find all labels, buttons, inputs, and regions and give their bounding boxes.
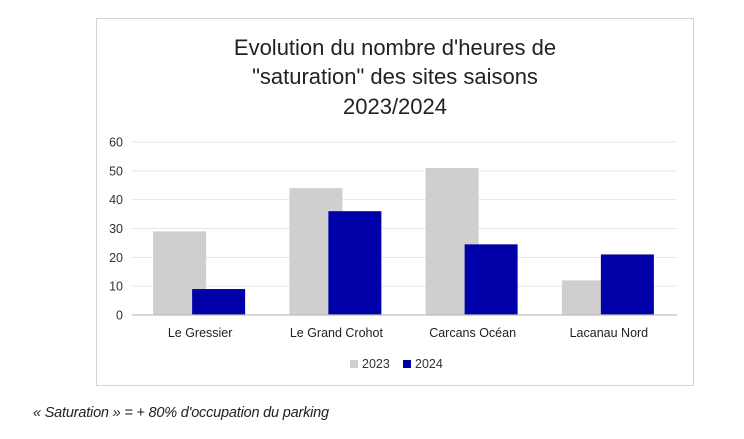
chart-title-line-1: Evolution du nombre d'heures de	[234, 35, 556, 60]
y-tick-label-0: 0	[116, 309, 123, 323]
legend-swatch-2023	[350, 360, 358, 368]
bars	[153, 167, 654, 315]
y-tick-label-10: 10	[109, 280, 123, 294]
bar-2024-le-gressier	[192, 289, 246, 315]
chart-title-line-2: "saturation" des sites saisons	[252, 64, 538, 89]
x-axis-labels: Le Gressier Le Grand Crohot Carcans Océan L…	[168, 326, 648, 340]
gridlines	[132, 141, 677, 287]
x-tick-label-3: Carcans Océan	[429, 326, 516, 340]
legend: 2023 2024	[350, 357, 443, 371]
bar-chart: Evolution du nombre d'heures de "saturati…	[109, 35, 677, 371]
y-tick-label-30: 30	[109, 222, 123, 236]
bar-2024-lacanau-nord	[600, 254, 654, 315]
chart-frame: Evolution du nombre d'heures de "saturati…	[96, 18, 694, 386]
chart-title-line-3: 2023/2024	[343, 94, 447, 119]
bar-2024-le-grand-crohot	[328, 211, 382, 315]
x-tick-label-1: Le Gressier	[168, 326, 233, 340]
y-axis-ticks: 0 10 20 30 40 50 60	[109, 136, 123, 323]
footnote: « Saturation » = + 80% d'occupation du p…	[33, 405, 329, 421]
y-tick-label-20: 20	[109, 251, 123, 265]
x-tick-label-4: Lacanau Nord	[570, 326, 649, 340]
y-tick-label-40: 40	[109, 193, 123, 207]
legend-label-2024: 2024	[415, 357, 443, 371]
y-tick-label-60: 60	[109, 136, 123, 150]
chart-title: Evolution du nombre d'heures de "saturati…	[234, 35, 556, 119]
bar-2024-carcans-océan	[464, 244, 518, 315]
x-tick-label-2: Le Grand Crohot	[290, 326, 384, 340]
legend-label-2023: 2023	[362, 357, 390, 371]
y-tick-label-50: 50	[109, 164, 123, 178]
legend-swatch-2024	[403, 360, 411, 368]
